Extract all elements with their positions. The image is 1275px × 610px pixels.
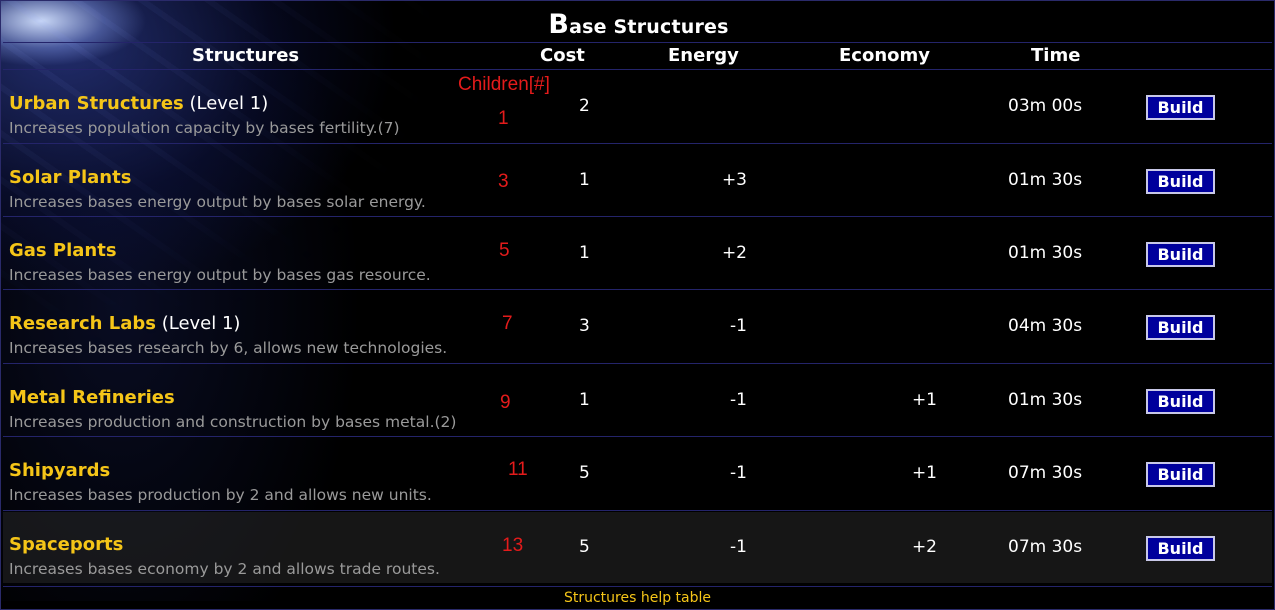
build-button[interactable]: Build bbox=[1146, 95, 1215, 120]
child-number: 13 bbox=[502, 535, 524, 556]
build-time: 07m 30s bbox=[1008, 537, 1083, 557]
structure-description: Increases population capacity by bases f… bbox=[9, 119, 400, 137]
energy-value: -1 bbox=[730, 390, 747, 410]
child-number: 9 bbox=[500, 392, 511, 413]
divider bbox=[3, 289, 1272, 290]
build-time: 01m 30s bbox=[1008, 243, 1083, 263]
energy-value: -1 bbox=[730, 537, 747, 557]
energy-value: -1 bbox=[730, 316, 747, 336]
structure-row-spaceports: Spaceports Increases bases economy by 2 … bbox=[3, 512, 1272, 583]
divider bbox=[3, 436, 1272, 437]
structure-description: Increases bases production by 2 and allo… bbox=[9, 486, 432, 504]
structure-row-gas: Gas Plants Increases bases energy output… bbox=[3, 218, 1272, 289]
divider bbox=[3, 216, 1272, 217]
build-button[interactable]: Build bbox=[1146, 315, 1215, 340]
cost-value: 2 bbox=[579, 96, 590, 116]
economy-value: +1 bbox=[911, 390, 937, 410]
panel-title: Base Structures bbox=[548, 9, 729, 40]
cost-value: 5 bbox=[579, 463, 590, 483]
cost-value: 1 bbox=[579, 170, 590, 190]
header-time: Time bbox=[1031, 45, 1081, 66]
structure-row-solar: Solar Plants Increases bases energy outp… bbox=[3, 145, 1272, 216]
structure-name: Solar Plants bbox=[9, 167, 132, 188]
economy-value: +1 bbox=[911, 463, 937, 483]
child-number: 3 bbox=[498, 171, 509, 192]
structure-description: Increases bases research by 6, allows ne… bbox=[9, 339, 448, 357]
structure-name: Research Labs (Level 1) bbox=[9, 313, 241, 334]
divider bbox=[3, 143, 1272, 144]
header-structures: Structures bbox=[192, 45, 300, 66]
build-time: 03m 00s bbox=[1008, 96, 1083, 116]
cost-value: 1 bbox=[579, 390, 590, 410]
divider bbox=[3, 42, 1272, 43]
structure-name: Gas Plants bbox=[9, 240, 117, 261]
structure-row-shipyards: Shipyards Increases bases production by … bbox=[3, 438, 1272, 509]
help-table-footer: Structures help table bbox=[3, 586, 1272, 608]
divider bbox=[3, 69, 1272, 70]
child-number: 5 bbox=[499, 240, 510, 261]
cost-value: 5 bbox=[579, 537, 590, 557]
structure-description: Increases bases energy output by bases s… bbox=[9, 193, 426, 211]
structure-row-research: Research Labs (Level 1) Increases bases … bbox=[3, 291, 1272, 362]
header-economy: Economy bbox=[839, 45, 931, 66]
divider bbox=[3, 510, 1272, 511]
child-number: 7 bbox=[502, 313, 513, 334]
build-button[interactable]: Build bbox=[1146, 536, 1215, 561]
energy-value: +3 bbox=[721, 170, 747, 190]
structure-name: Urban Structures (Level 1) bbox=[9, 93, 269, 114]
children-annotation: Children[#] bbox=[458, 74, 550, 95]
header-cost: Cost bbox=[540, 45, 585, 66]
header-energy: Energy bbox=[668, 45, 739, 66]
divider bbox=[3, 363, 1272, 364]
build-time: 01m 30s bbox=[1008, 170, 1083, 190]
build-time: 07m 30s bbox=[1008, 463, 1083, 483]
structure-row-urban: Urban Structures (Level 1) Increases pop… bbox=[3, 71, 1272, 142]
structure-name: Metal Refineries bbox=[9, 387, 175, 408]
structure-description: Increases production and construction by… bbox=[9, 413, 457, 431]
child-number: 1 bbox=[498, 108, 509, 129]
structure-name: Shipyards bbox=[9, 460, 111, 481]
build-button[interactable]: Build bbox=[1146, 389, 1215, 414]
structure-name: Spaceports bbox=[9, 534, 124, 555]
energy-value: +2 bbox=[721, 243, 747, 263]
build-time: 01m 30s bbox=[1008, 390, 1083, 410]
build-button[interactable]: Build bbox=[1146, 242, 1215, 267]
structure-description: Increases bases economy by 2 and allows … bbox=[9, 560, 440, 578]
economy-value: +2 bbox=[911, 537, 937, 557]
build-button[interactable]: Build bbox=[1146, 169, 1215, 194]
cost-value: 3 bbox=[579, 316, 590, 336]
build-time: 04m 30s bbox=[1008, 316, 1083, 336]
energy-value: -1 bbox=[730, 463, 747, 483]
structure-description: Increases bases energy output by bases g… bbox=[9, 266, 431, 284]
cost-value: 1 bbox=[579, 243, 590, 263]
build-button[interactable]: Build bbox=[1146, 462, 1215, 487]
structure-row-metal: Metal Refineries Increases production an… bbox=[3, 365, 1272, 436]
child-number: 11 bbox=[508, 459, 528, 480]
